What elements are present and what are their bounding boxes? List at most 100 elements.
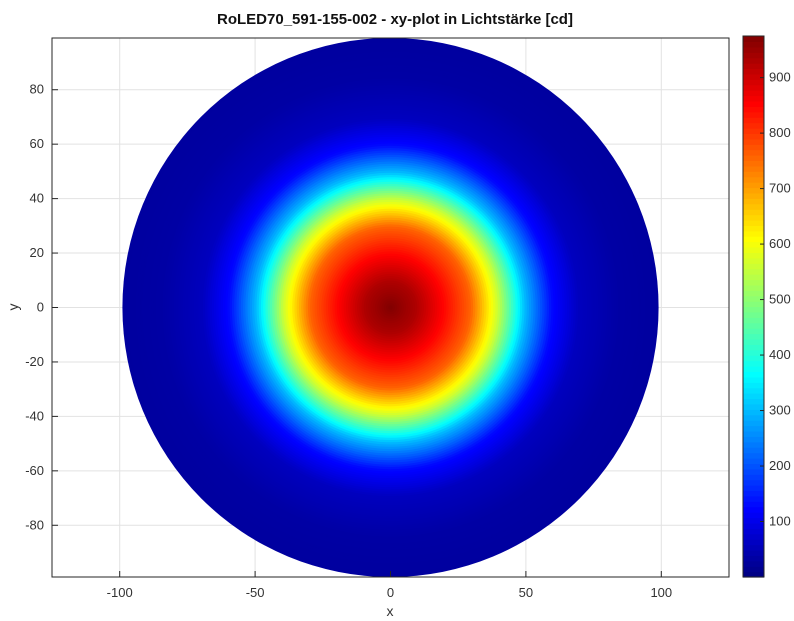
colorbar-segment: [743, 214, 764, 221]
x-axis: -100 -50 0 50 100: [107, 571, 672, 600]
y-tick-label: 80: [30, 82, 44, 97]
colorbar-segment: [743, 490, 764, 497]
colorbar-tick-label: 500: [769, 292, 791, 307]
colorbar-segment: [743, 106, 764, 113]
colorbar-segment: [743, 452, 764, 459]
x-tick-label: 100: [650, 585, 672, 600]
colorbar-segment: [743, 290, 764, 297]
colorbar-segment: [743, 225, 764, 232]
colorbar-segment: [743, 528, 764, 535]
colorbar-segment: [743, 485, 764, 492]
colorbar-segment: [743, 355, 764, 362]
colorbar-segment: [743, 566, 764, 573]
colorbar-segment: [743, 447, 764, 454]
y-tick-label: 0: [37, 300, 44, 315]
colorbar-segment: [743, 555, 764, 562]
colorbar-segment: [743, 138, 764, 145]
colorbar-tick-label: 900: [769, 70, 791, 85]
colorbar-tick-label: 700: [769, 181, 791, 196]
colorbar-tick-label: 400: [769, 347, 791, 362]
colorbar-segment: [743, 479, 764, 486]
colorbar-segment: [743, 241, 764, 248]
colorbar-segment: [743, 425, 764, 432]
heatmap-field: [122, 38, 659, 577]
colorbar-segment: [743, 192, 764, 199]
colorbar-segment: [743, 160, 764, 167]
colorbar-segment: [743, 236, 764, 243]
colorbar-segment: [743, 203, 764, 210]
colorbar-segment: [743, 360, 764, 367]
colorbar-segment: [743, 414, 764, 421]
y-axis: -80 -60 -40 -20 0 20 40 60 80: [25, 82, 58, 532]
colorbar-segment: [743, 176, 764, 183]
colorbar-segment: [743, 333, 764, 340]
y-tick-label: -20: [25, 354, 44, 369]
colorbar-segment: [743, 144, 764, 151]
colorbar-segment: [743, 182, 764, 189]
colorbar-segment: [743, 420, 764, 427]
colorbar-segment: [743, 127, 764, 134]
colorbar-segment: [743, 398, 764, 405]
colorbar-segment: [743, 560, 764, 567]
y-tick-label: 20: [30, 245, 44, 260]
colorbar-segment: [743, 495, 764, 502]
colorbar-segment: [743, 317, 764, 324]
colorbar-segment: [743, 165, 764, 172]
colorbar-segment: [743, 533, 764, 540]
colorbar-segment: [743, 366, 764, 373]
colorbar-segment: [743, 544, 764, 551]
colorbar-segment: [743, 246, 764, 253]
colorbar-segment: [743, 441, 764, 448]
colorbar-segment: [743, 263, 764, 270]
colorbar-segment: [743, 274, 764, 281]
colorbar-frame: [742, 35, 765, 578]
colorbar-segment: [743, 430, 764, 437]
x-tick-label: -100: [107, 585, 133, 600]
colorbar-segment: [743, 457, 764, 464]
colorbar-segment: [743, 409, 764, 416]
colorbar-segment: [743, 111, 764, 118]
colorbar-tick-label: 300: [769, 403, 791, 418]
colorbar-segment: [743, 219, 764, 226]
colorbar-segment: [743, 230, 764, 237]
colorbar-segment: [743, 311, 764, 318]
colorbar: 100 200 300 400 500 600 700 800 900: [742, 35, 791, 578]
colorbar-tick-label: 200: [769, 458, 791, 473]
colorbar-segment: [743, 155, 764, 162]
colorbar-segment: [743, 257, 764, 264]
heat-ring: [388, 305, 393, 310]
colorbar-segment: [743, 57, 764, 64]
colorbar-segment: [743, 187, 764, 194]
colorbar-segment: [743, 468, 764, 475]
colorbar-tick-label: 600: [769, 236, 791, 251]
colorbar-segment: [743, 501, 764, 508]
colorbar-segment: [743, 328, 764, 335]
colorbar-segment: [743, 549, 764, 556]
colorbar-segment: [743, 376, 764, 383]
colorbar-segment: [743, 90, 764, 97]
colorbar-segment: [743, 522, 764, 529]
colorbar-segment: [743, 198, 764, 205]
colorbar-segment: [743, 338, 764, 345]
colorbar-segment: [743, 517, 764, 524]
colorbar-segment: [743, 79, 764, 86]
colorbar-segment: [743, 344, 764, 351]
colorbar-segment: [743, 387, 764, 394]
colorbar-segment: [743, 41, 764, 48]
y-tick-label: -80: [25, 517, 44, 532]
y-tick-label: -60: [25, 463, 44, 478]
colorbar-segment: [743, 295, 764, 302]
colorbar-segment: [743, 46, 764, 53]
colorbar-segment: [743, 463, 764, 470]
colorbar-segment: [743, 122, 764, 129]
colorbar-segment: [743, 506, 764, 513]
colorbar-segment: [743, 73, 764, 80]
colorbar-segment: [743, 209, 764, 216]
colorbar-segment: [743, 84, 764, 91]
colorbar-segment: [743, 117, 764, 124]
colorbar-segment: [743, 539, 764, 546]
colorbar-segment: [743, 133, 764, 140]
x-tick-label: 0: [387, 585, 394, 600]
colorbar-segment: [743, 149, 764, 156]
